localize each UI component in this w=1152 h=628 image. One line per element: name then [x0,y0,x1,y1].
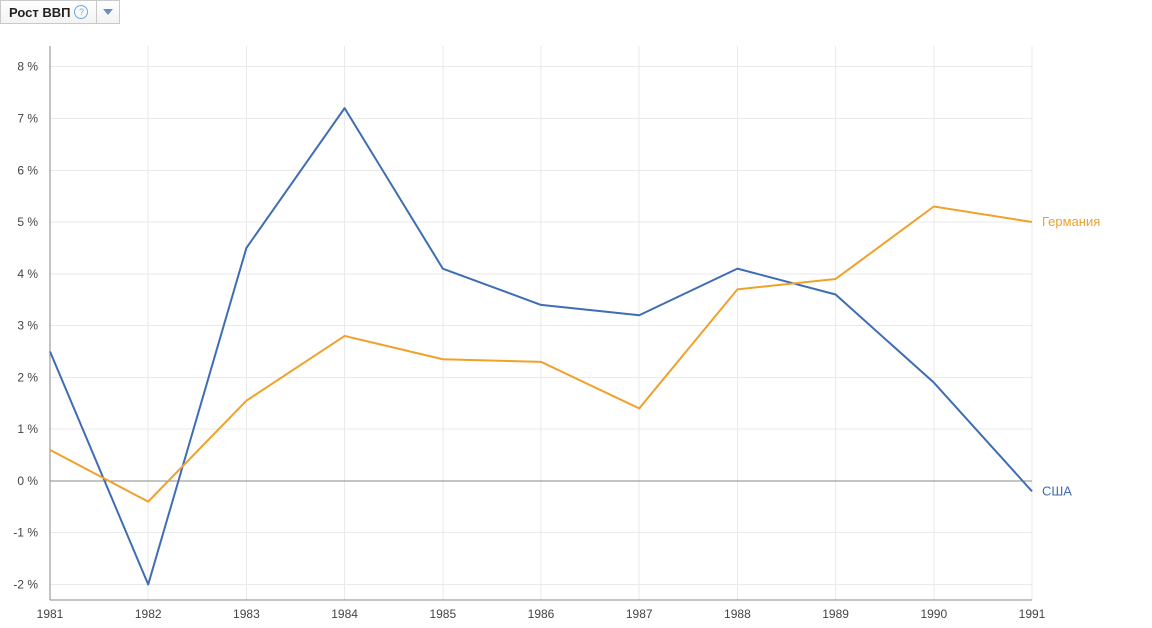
y-tick-label: 1 % [17,422,38,436]
metric-selector-caret[interactable] [96,0,120,24]
chart-svg: 1981 1982 1983 1984 1985 1986 1987 1988 1989 1990… [0,28,1152,628]
metric-selector-label: Рост ВВП [9,5,70,20]
gdp-growth-chart: 1981 1982 1983 1984 1985 1986 1987 1988 1989 1990… [0,28,1152,628]
y-tick-label: 4 % [17,267,38,281]
y-tick-label: 7 % [17,111,38,125]
x-tick-label: 1991 [1019,607,1046,621]
help-icon[interactable]: ? [74,5,88,19]
y-tick-label: -1 % [13,526,38,540]
y-tick-label: 2 % [17,370,38,384]
y-tick-label: 0 % [17,474,38,488]
metric-selector-main[interactable]: Рост ВВП ? [0,0,96,24]
chevron-down-icon [103,9,113,15]
series-label-Германия: Германия [1042,214,1100,229]
y-tick-label: -2 % [13,577,38,591]
x-tick-label: 1983 [233,607,260,621]
x-tick-label: 1982 [135,607,162,621]
y-tick-label: 8 % [17,60,38,74]
x-tick-label: 1984 [331,607,358,621]
x-tick-label: 1989 [822,607,849,621]
metric-selector[interactable]: Рост ВВП ? [0,0,120,24]
x-tick-label: 1988 [724,607,751,621]
y-tick-label: 5 % [17,215,38,229]
y-tick-label: 6 % [17,163,38,177]
y-tick-label: 3 % [17,319,38,333]
x-tick-label: 1990 [920,607,947,621]
x-tick-label: 1981 [37,607,64,621]
x-tick-label: 1985 [429,607,456,621]
x-tick-label: 1987 [626,607,653,621]
x-tick-label: 1986 [528,607,555,621]
series-label-США: США [1042,483,1072,498]
